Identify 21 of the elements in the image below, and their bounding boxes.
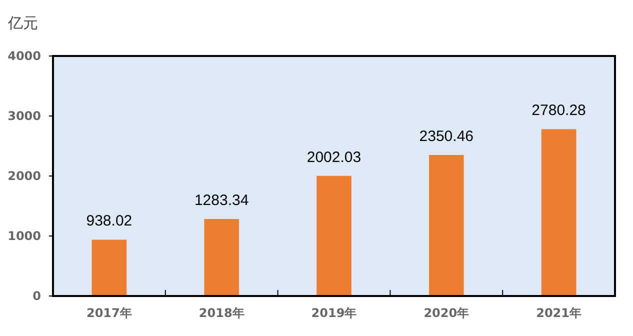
bar [428, 154, 464, 296]
x-tick-label: 2021年 [536, 306, 582, 320]
y-axis-title: 亿元 [7, 14, 38, 32]
bar [92, 240, 127, 296]
x-tick-label: 2020年 [424, 306, 470, 320]
data-label: 2350.46 [419, 128, 474, 145]
y-tick-label: 3000 [8, 109, 41, 124]
data-label: 938.02 [86, 212, 132, 230]
x-tick-label: 2018年 [198, 306, 244, 320]
bar [316, 176, 352, 296]
x-tick-label: 2019年 [311, 306, 357, 320]
y-tick-label: 2000 [8, 169, 41, 184]
y-tick-label: 4000 [8, 49, 41, 64]
y-tick-label: 0 [32, 289, 41, 304]
x-tick-label: 2017年 [86, 306, 132, 320]
bar [204, 219, 240, 296]
data-label: 2780.28 [532, 102, 586, 120]
bar [541, 129, 576, 296]
data-label: 1283.34 [194, 192, 249, 209]
y-tick-label: 1000 [8, 229, 41, 244]
data-label: 2002.03 [306, 148, 362, 166]
